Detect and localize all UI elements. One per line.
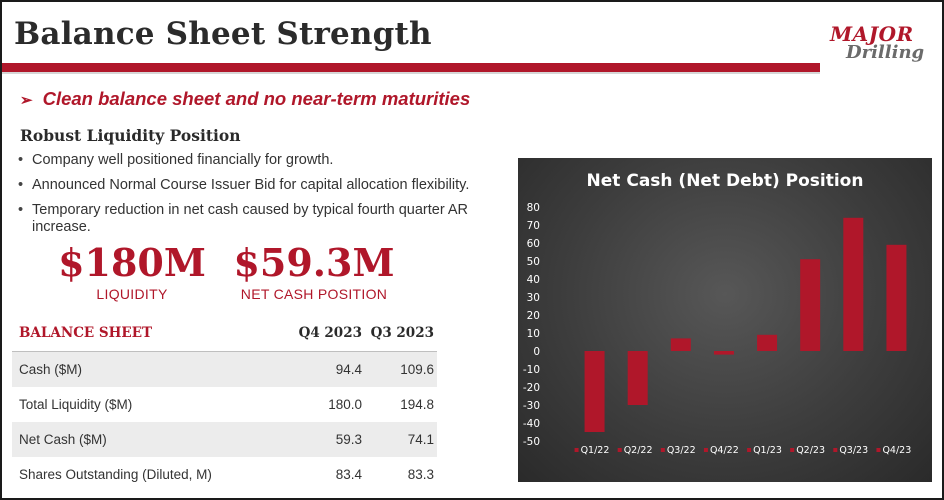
x-tick: Q2/22 — [617, 445, 653, 456]
x-tick-marker — [660, 448, 665, 452]
table-row: Total Liquidity ($M) 180.0 194.8 — [12, 387, 437, 422]
x-tick-marker — [876, 448, 881, 452]
logo-text-major: MAJOR — [830, 22, 914, 46]
x-tick: Q1/23 — [747, 445, 782, 456]
y-axis: 80 70 60 50 40 30 20 10 0 -10 -20 -30 -40 -50 — [523, 202, 540, 448]
x-tick: Q4/22 — [703, 445, 739, 456]
row-label: Cash ($M) — [12, 351, 271, 387]
x-tick-label: Q4/22 — [710, 445, 739, 456]
x-tick-marker — [703, 448, 708, 452]
bar — [584, 351, 605, 432]
table-row: Net Cash ($M) 59.3 74.1 — [12, 422, 437, 457]
column-header: Q4 2023 — [271, 315, 365, 352]
arrow-bullet-icon: ➢ — [20, 92, 33, 109]
x-tick: Q2/23 — [790, 445, 825, 456]
y-tick-label: -20 — [523, 382, 540, 394]
x-tick-label: Q3/22 — [667, 445, 696, 456]
bar — [843, 217, 864, 351]
x-tick: Q3/23 — [833, 445, 868, 456]
title-underline-shadow — [2, 72, 820, 74]
x-tick-marker — [574, 448, 579, 452]
table-row: Shares Outstanding (Diluted, M) 83.4 83.… — [12, 457, 437, 492]
y-tick-label: -40 — [523, 418, 540, 430]
cell-value: 94.4 — [271, 351, 365, 387]
bullet-item: Announced Normal Course Issuer Bid for c… — [16, 177, 516, 194]
cell-value: 194.8 — [400, 397, 434, 412]
y-tick-label: -30 — [523, 400, 540, 412]
liquidity-bullets: Company well positioned financially for … — [16, 152, 516, 244]
table-row: Cash ($M) 94.4 109.6 — [12, 351, 437, 387]
x-axis: Q1/22 Q2/22 Q3/22 Q4/22 Q1/23 Q2/23 Q3/23 Q4/23 — [574, 445, 911, 456]
kpi-net-cash: $59.3M NET CASH POSITION — [228, 240, 400, 303]
chart-canvas: Net Cash (Net Debt) Position 80 70 60 50 40 3… — [523, 171, 911, 456]
table-header-row: BALANCE SHEET Q4 2023 Q3 2023 — [12, 315, 437, 352]
bullet-item: Company well positioned financially for … — [16, 152, 516, 169]
kpi-value: $180M — [58, 240, 206, 285]
x-tick-label: Q2/23 — [796, 445, 825, 456]
logo-text-drilling: Drilling — [846, 42, 925, 63]
y-tick-label: 30 — [527, 292, 540, 304]
x-tick-label: Q1/23 — [753, 445, 782, 456]
chart-title: Net Cash (Net Debt) Position — [587, 171, 864, 191]
bullet-item: Temporary reduction in net cash caused b… — [16, 202, 516, 236]
y-tick-label: 50 — [527, 256, 540, 268]
x-tick-marker — [747, 448, 752, 452]
bar — [713, 351, 734, 355]
bar — [757, 334, 778, 351]
bar-series — [584, 217, 907, 432]
y-tick-label: -50 — [523, 436, 540, 448]
x-tick-marker — [617, 448, 622, 452]
bar — [800, 259, 821, 351]
row-label: Total Liquidity ($M) — [19, 397, 133, 412]
x-tick-marker — [790, 448, 795, 452]
company-logo: MAJOR Drilling — [824, 22, 936, 68]
column-header: BALANCE SHEET — [12, 315, 271, 352]
cell-value: 83.4 — [335, 467, 362, 482]
key-message-text: Clean balance sheet and no near-term mat… — [42, 88, 471, 109]
title-underline-bar — [2, 63, 820, 72]
x-tick: Q3/22 — [660, 445, 696, 456]
y-tick-label: 60 — [527, 238, 540, 250]
y-tick-label: 20 — [527, 310, 540, 322]
column-header: Q3 2023 — [365, 315, 437, 352]
page-title: Balance Sheet Strength — [14, 16, 432, 52]
key-message: ➢ Clean balance sheet and no near-term ma… — [20, 88, 470, 110]
x-tick-label: Q4/23 — [882, 445, 911, 456]
y-tick-label: -10 — [523, 364, 540, 376]
kpi-label: LIQUIDITY — [96, 286, 168, 302]
kpi-label: NET CASH POSITION — [240, 286, 388, 302]
x-tick: Q4/23 — [876, 445, 911, 456]
kpi-value: $59.3M — [233, 240, 395, 285]
liquidity-heading: Robust Liquidity Position — [20, 126, 241, 145]
net-cash-chart: Net Cash (Net Debt) Position 80 70 60 50 40 3… — [518, 158, 932, 482]
y-tick-label: 0 — [533, 346, 540, 358]
cell-value: 83.3 — [407, 467, 434, 482]
x-tick-label: Q1/22 — [581, 445, 610, 456]
x-tick-label: Q2/22 — [624, 445, 653, 456]
row-label: Net Cash ($M) — [12, 422, 271, 457]
bar — [670, 338, 691, 351]
x-tick-marker — [833, 448, 838, 452]
cell-value: 74.1 — [365, 422, 437, 457]
x-tick-label: Q3/23 — [839, 445, 868, 456]
y-tick-label: 40 — [527, 274, 540, 286]
bar — [886, 244, 907, 351]
kpi-liquidity: $180M LIQUIDITY — [46, 240, 218, 303]
row-label: Shares Outstanding (Diluted, M) — [19, 467, 212, 482]
cell-value: 109.6 — [365, 351, 437, 387]
x-tick: Q1/22 — [574, 445, 610, 456]
y-tick-label: 80 — [527, 202, 540, 214]
bar — [627, 351, 648, 405]
cell-value: 180.0 — [328, 397, 362, 412]
y-tick-label: 10 — [527, 328, 540, 340]
cell-value: 59.3 — [271, 422, 365, 457]
y-tick-label: 70 — [527, 220, 540, 232]
balance-sheet-table: BALANCE SHEET Q4 2023 Q3 2023 Cash ($M) … — [12, 315, 437, 492]
